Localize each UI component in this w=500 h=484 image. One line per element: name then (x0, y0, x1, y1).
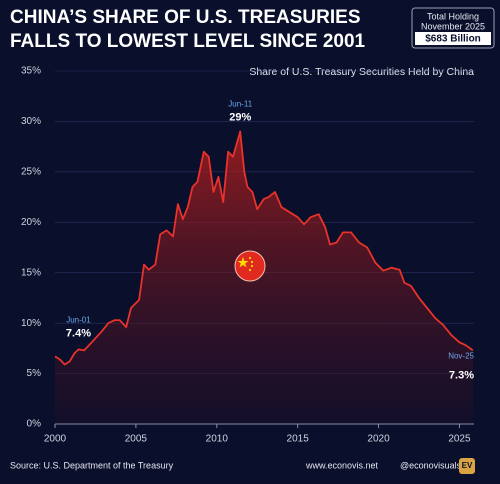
line (54, 130, 474, 366)
flag (234, 250, 266, 282)
flag-star (248, 268, 252, 272)
logo-text: EV (462, 461, 473, 470)
holding-date: November 2025 (421, 21, 485, 31)
y-tick-label: 0% (27, 419, 42, 430)
annotation-date: Jun-11 (228, 100, 252, 109)
flag-star (248, 256, 252, 260)
title-line: CHINA’S SHARE OF U.S. TREASURIES (10, 7, 361, 28)
area (55, 131, 473, 424)
annotation-date: Jun-01 (66, 315, 91, 324)
y-tick-label: 35% (21, 66, 41, 77)
credit: www.econovis.net (305, 460, 379, 470)
holding-label: Total Holding (427, 11, 479, 21)
flag-star (250, 264, 254, 268)
holding-box (411, 7, 495, 49)
logo (459, 458, 475, 474)
flag-star (237, 257, 249, 268)
annotation-date: Nov-25 (448, 351, 474, 360)
holding-value: $683 Billion (425, 34, 481, 45)
annotation-label: 29% (229, 111, 251, 123)
y-tick-label: 25% (21, 166, 41, 177)
source: Source: U.S. Department of the Treasury (10, 460, 174, 470)
x-tick-label: 2010 (206, 434, 229, 445)
y-tick-label: 15% (21, 267, 41, 278)
y-tick-label: 20% (21, 217, 41, 228)
x-tick-label: 2005 (125, 434, 148, 445)
x-tick-label: 2000 (44, 434, 67, 445)
y-tick-label: 5% (27, 368, 42, 379)
holding-value-bg (415, 32, 491, 45)
x-tick-label: 2025 (448, 434, 471, 445)
credit: @econovisuals (400, 460, 462, 470)
annotation-label: 7.3% (449, 369, 474, 381)
y-tick-label: 30% (21, 116, 41, 127)
annotation-label: 7.4% (66, 327, 91, 339)
x-tick-label: 2020 (367, 434, 390, 445)
plot: 0% 5% 10% 15% 20% 25% 30% 35% 2000 2005 2010 2015 20… (21, 66, 475, 445)
title-line: FALLS TO LOWEST LEVEL SINCE 2001 (10, 31, 366, 52)
x-tick-label: 2015 (287, 434, 310, 445)
y-tick-label: 10% (21, 318, 41, 329)
flag-circle (234, 250, 266, 282)
subtitle: Share of U.S. Treasury Securities Held b… (249, 66, 474, 78)
flag-star (250, 260, 254, 264)
